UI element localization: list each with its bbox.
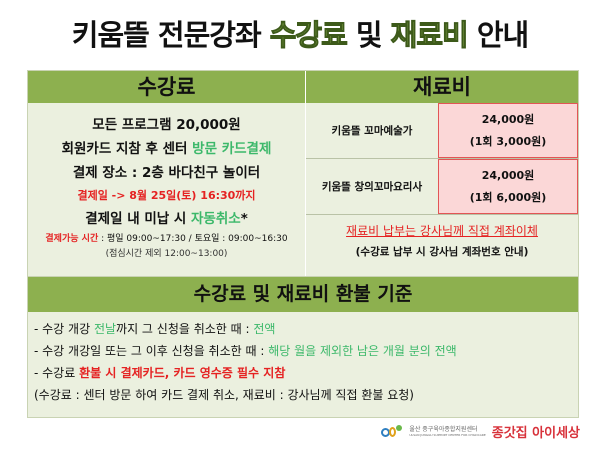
footer-logos: 울산 중구육아종합지원센터 ULSAN JUNGGU SUPPORT CENTE… bbox=[381, 422, 580, 441]
text-highlight: 환불 시 결제카드, 카드 영수증 필수 지참 bbox=[79, 366, 286, 380]
hours-text: : 평일 09:00~17:30 / 토요일 : 09:00~16:30 bbox=[98, 234, 288, 244]
payment-location: 결제 장소 : 2층 바다친구 놀이터 bbox=[72, 165, 261, 181]
payment-hours: 결제가능 시간 : 평일 09:00~17:30 / 토요일 : 09:00~1… bbox=[28, 231, 305, 247]
text-highlight: 전액 bbox=[253, 322, 276, 336]
page-title: 키움뜰 전문강좌 수강료 및 재료비 안내 bbox=[0, 12, 600, 54]
list-item: - 수강료 환불 시 결제카드, 카드 영수증 필수 지참 bbox=[34, 362, 578, 384]
program-name: 키움뜰 꼬마예술가 bbox=[331, 125, 413, 137]
brand-logo: 종갓집 아이세상 bbox=[491, 426, 580, 441]
fee-per-session: (1회 6,000원) bbox=[469, 190, 547, 204]
text: - 수강 개강 bbox=[34, 322, 94, 336]
title-text: 및 bbox=[346, 18, 391, 52]
text: 회원카드 지참 후 센터 bbox=[61, 141, 193, 157]
tuition-section: 수강료 모든 프로그램 20,000원 회원카드 지참 후 센터 방문 카드결제… bbox=[28, 71, 306, 276]
fee-total: 24,000원 bbox=[481, 112, 535, 126]
refund-section: 수강료 및 재료비 환불 기준 - 수강 개강 전날까지 그 신청을 취소한 때… bbox=[27, 276, 579, 418]
text: 결제일 내 미납 시 bbox=[85, 211, 191, 227]
tuition-header: 수강료 bbox=[28, 71, 305, 103]
title-highlight-tuition: 수강료 bbox=[269, 18, 348, 53]
text: 까지 그 신청을 취소한 때 : bbox=[116, 322, 254, 336]
fee-per-session: (1회 3,000원) bbox=[469, 134, 547, 148]
list-item: (수강료 : 센터 방문 하여 카드 결제 취소, 재료비 : 강사님께 직접 … bbox=[34, 388, 414, 402]
center-name-ko: 울산 중구육아종합지원센터 bbox=[409, 426, 478, 433]
text: * bbox=[240, 211, 248, 227]
title-text: 키움뜰 전문강좌 bbox=[71, 18, 270, 52]
account-note: (수강료 납부 시 강사님 계좌번호 안내) bbox=[355, 246, 529, 258]
text-highlight: 해당 월을 제외한 남은 개월 분의 전액 bbox=[268, 344, 457, 358]
center-logo-icon bbox=[381, 424, 403, 439]
fee-table: 수강료 모든 프로그램 20,000원 회원카드 지참 후 센터 방문 카드결제… bbox=[27, 70, 579, 277]
table-row: 키움뜰 꼬마예술가 24,000원 (1회 3,000원) bbox=[306, 103, 578, 159]
title-text: 안내 bbox=[467, 18, 529, 52]
title-highlight-materials: 재료비 bbox=[390, 18, 469, 53]
payment-deadline: 결제일 -> 8월 25일(토) 16:30까지 bbox=[77, 189, 256, 202]
transfer-note: 재료비 납부는 강사님께 직접 계좌이체 bbox=[346, 224, 538, 238]
refund-header: 수강료 및 재료비 환불 기준 bbox=[28, 277, 578, 312]
materials-note: 재료비 납부는 강사님께 직접 계좌이체 (수강료 납부 시 강사님 계좌번호 … bbox=[306, 215, 578, 263]
materials-header: 재료비 bbox=[306, 71, 578, 103]
text-highlight: 자동취소 bbox=[191, 211, 241, 227]
text: - 수강 개강일 또는 그 이후 신청을 취소한 때 : bbox=[34, 344, 269, 358]
text: - 수강료 bbox=[34, 366, 80, 380]
tuition-info: 모든 프로그램 20,000원 회원카드 지참 후 센터 방문 카드결제 결제 … bbox=[28, 113, 305, 261]
list-item: - 수강 개강 전날까지 그 신청을 취소한 때 : 전액 bbox=[34, 318, 578, 340]
fee-total: 24,000원 bbox=[481, 168, 535, 182]
lunch-break: (점심시간 제외 12:00~13:00) bbox=[105, 249, 228, 259]
materials-section: 재료비 키움뜰 꼬마예술가 24,000원 (1회 3,000원) 키움뜰 창의꼬… bbox=[306, 71, 578, 276]
tuition-price: 모든 프로그램 20,000원 bbox=[92, 117, 241, 133]
auto-cancel-note: 결제일 내 미납 시 자동취소* bbox=[28, 207, 305, 231]
program-name: 키움뜰 창의꼬마요리사 bbox=[321, 181, 423, 193]
text-highlight: 전날 bbox=[93, 322, 117, 336]
refund-list: - 수강 개강 전날까지 그 신청을 취소한 때 : 전액 - 수강 개강일 또… bbox=[28, 312, 578, 406]
table-row: 키움뜰 창의꼬마요리사 24,000원 (1회 6,000원) bbox=[306, 159, 578, 215]
text-highlight: 방문 카드결제 bbox=[192, 141, 272, 157]
center-name-en: ULSAN JUNGGU SUPPORT CENTER FOR CHILDCAR… bbox=[409, 433, 486, 437]
payment-method: 회원카드 지참 후 센터 방문 카드결제 bbox=[28, 137, 305, 161]
center-name: 울산 중구육아종합지원센터 ULSAN JUNGGU SUPPORT CENTE… bbox=[409, 426, 485, 437]
list-item: - 수강 개강일 또는 그 이후 신청을 취소한 때 : 해당 월을 제외한 남… bbox=[34, 340, 578, 362]
hours-label: 결제가능 시간 bbox=[45, 234, 99, 244]
material-fee: 24,000원 (1회 3,000원) bbox=[438, 103, 578, 158]
material-fee: 24,000원 (1회 6,000원) bbox=[438, 159, 578, 214]
